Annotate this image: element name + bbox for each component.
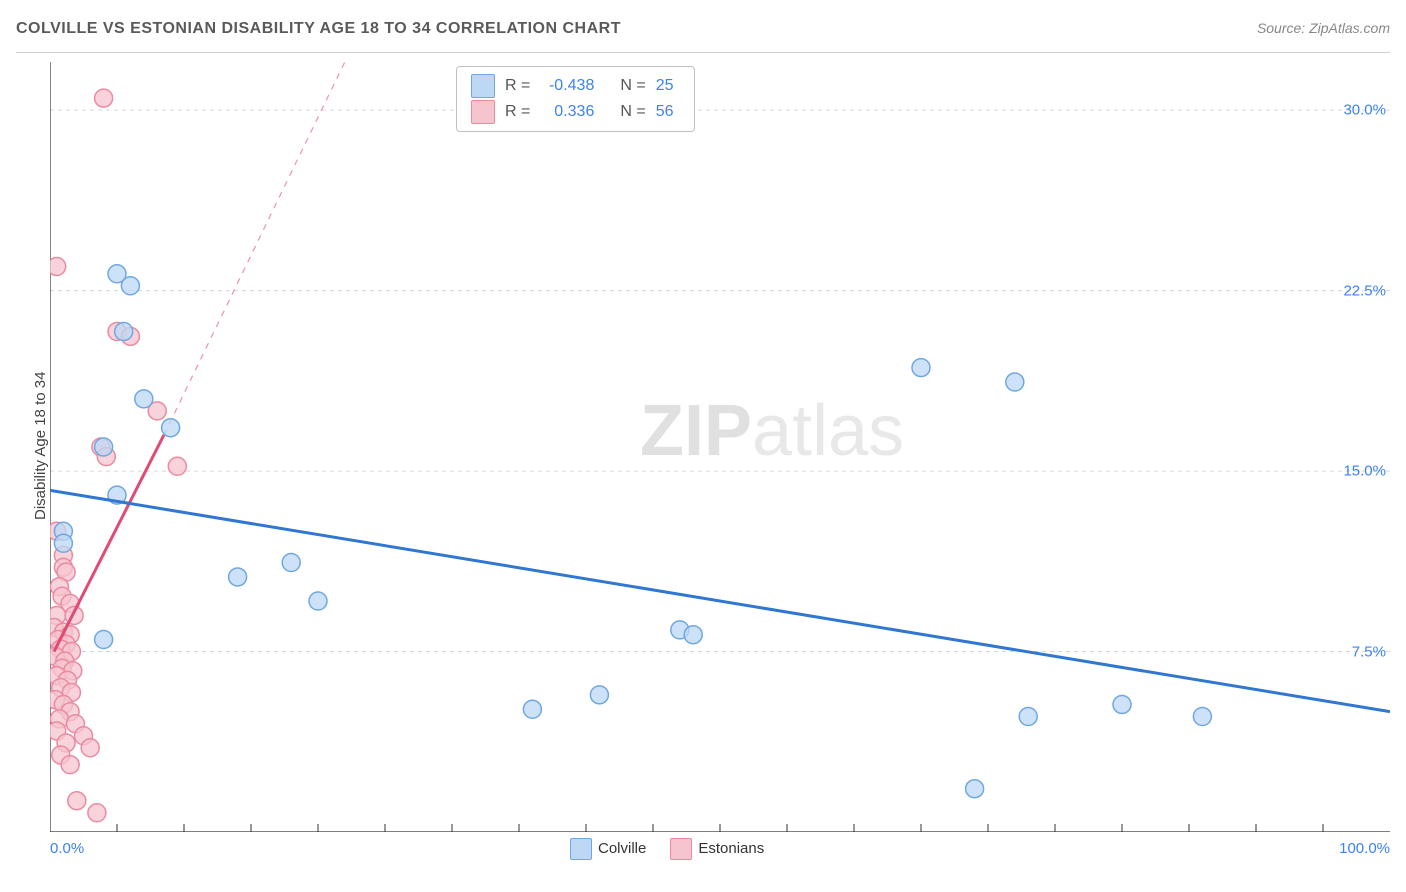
r-label: R = <box>505 73 530 99</box>
x-axis-max-label: 100.0% <box>1339 840 1390 857</box>
stats-row: R = 0.336 N = 56 <box>471 99 680 125</box>
stats-legend: R = -0.438 N = 25 R = 0.336 N = 56 <box>456 66 695 132</box>
n-label: N = <box>620 73 645 99</box>
legend-swatch <box>570 838 592 860</box>
n-label: N = <box>620 99 645 125</box>
x-axis-min-label: 0.0% <box>50 840 84 857</box>
stats-row: R = -0.438 N = 25 <box>471 73 680 99</box>
y-tick-label: 15.0% <box>1343 463 1386 480</box>
r-label: R = <box>505 99 530 125</box>
chart-title: COLVILLE VS ESTONIAN DISABILITY AGE 18 T… <box>16 20 621 37</box>
legend-label: Estonians <box>698 840 764 857</box>
legend-label: Colville <box>598 840 646 857</box>
n-value: 25 <box>656 73 680 99</box>
legend-item: Colville <box>570 838 646 860</box>
stats-swatch <box>471 100 495 124</box>
series-legend: Colville Estonians <box>570 838 764 860</box>
y-axis-label: Disability Age 18 to 34 <box>32 372 49 520</box>
scatter-svg <box>50 62 1390 832</box>
legend-item: Estonians <box>670 838 764 860</box>
chart-header: COLVILLE VS ESTONIAN DISABILITY AGE 18 T… <box>16 20 1390 53</box>
legend-swatch <box>670 838 692 860</box>
y-tick-label: 30.0% <box>1343 102 1386 119</box>
y-tick-label: 7.5% <box>1352 643 1386 660</box>
y-tick-label: 22.5% <box>1343 282 1386 299</box>
stats-swatch <box>471 74 495 98</box>
scatter-chart <box>50 62 1390 832</box>
r-value: -0.438 <box>540 73 594 99</box>
source-attribution: Source: ZipAtlas.com <box>1257 20 1390 36</box>
n-value: 56 <box>656 99 680 125</box>
r-value: 0.336 <box>540 99 594 125</box>
